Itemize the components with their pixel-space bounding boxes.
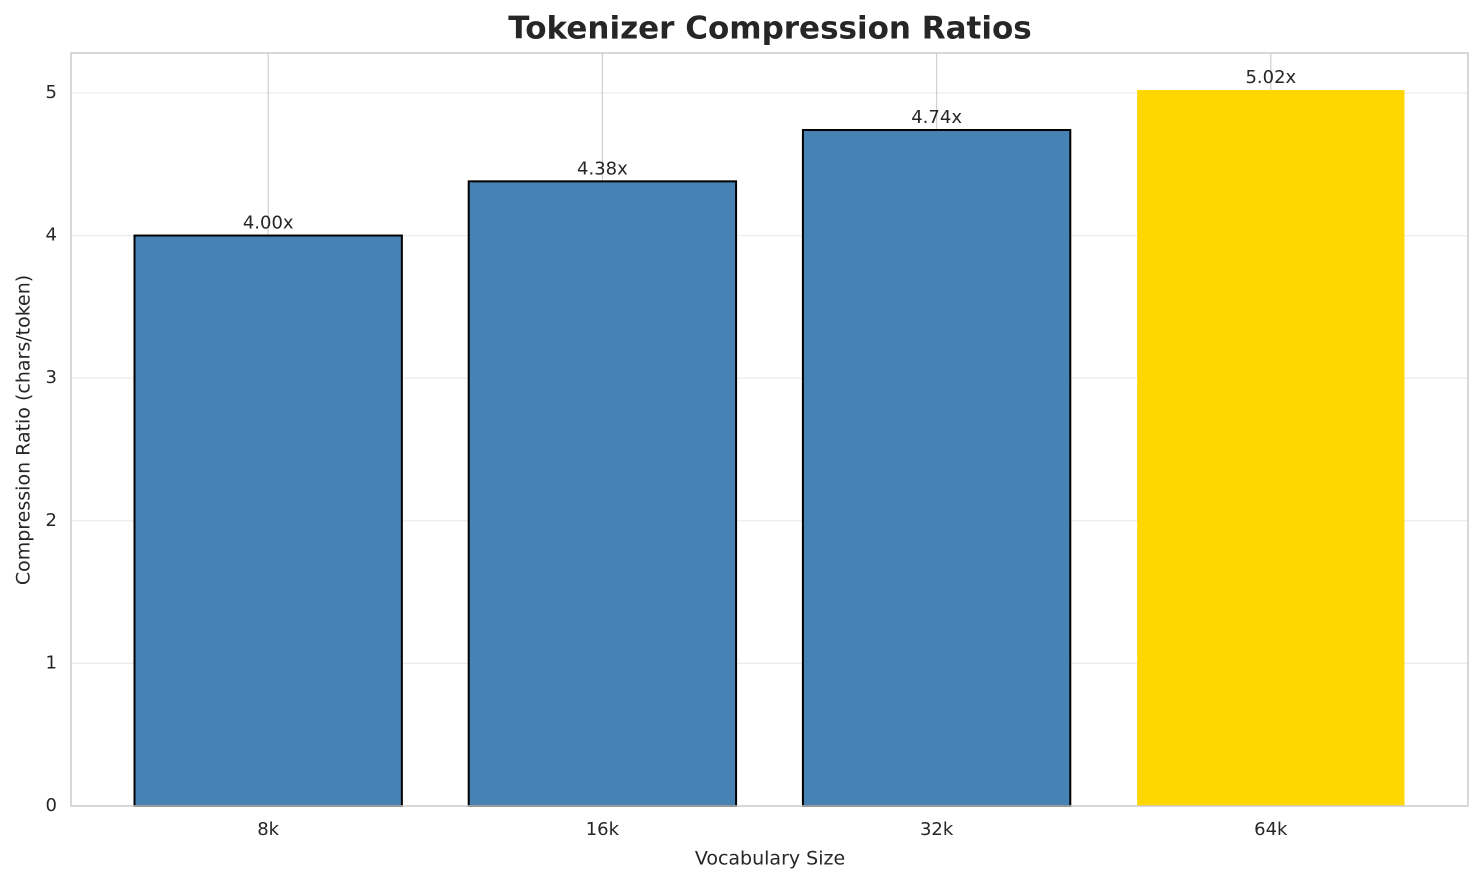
x-tick-label: 16k <box>586 819 620 840</box>
y-tick-label: 5 <box>46 82 57 103</box>
x-axis-label: Vocabulary Size <box>695 848 845 870</box>
bar <box>133 234 403 807</box>
value-label: 4.38x <box>577 158 628 179</box>
y-tick-label: 2 <box>46 510 57 531</box>
y-axis-label: Compression Ratio (chars/token) <box>13 275 35 585</box>
chart-title: Tokenizer Compression Ratios <box>508 11 1032 47</box>
y-tick-label: 1 <box>46 652 57 673</box>
x-tick-label: 32k <box>920 819 954 840</box>
bar <box>1137 90 1405 807</box>
bar <box>801 129 1072 808</box>
value-label: 4.00x <box>243 213 294 234</box>
value-label: 5.02x <box>1245 67 1296 88</box>
plot-frame <box>70 52 1469 807</box>
x-tick-label: 8k <box>257 819 279 840</box>
bar <box>467 180 738 807</box>
y-tick-label: 4 <box>46 225 57 246</box>
y-tick-label: 3 <box>46 367 57 388</box>
y-tick-label: 0 <box>46 795 57 816</box>
x-tick-label: 64k <box>1254 819 1288 840</box>
value-label: 4.74x <box>911 107 962 128</box>
